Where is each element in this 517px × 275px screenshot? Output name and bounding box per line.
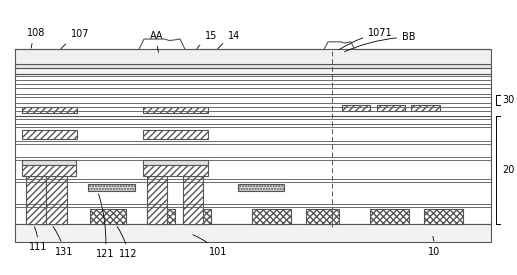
Text: 20: 20	[502, 165, 514, 175]
Bar	[183, 209, 211, 224]
Bar	[143, 165, 208, 176]
Text: 111: 111	[29, 227, 48, 252]
Bar	[16, 68, 491, 74]
Text: 107: 107	[61, 29, 89, 49]
Text: 10: 10	[429, 236, 440, 257]
Bar	[412, 105, 439, 111]
Bar	[143, 107, 208, 113]
Bar	[183, 176, 203, 224]
Bar	[238, 184, 284, 191]
Text: 30: 30	[502, 95, 514, 105]
Text: AA: AA	[150, 31, 163, 52]
Bar	[88, 184, 135, 191]
Text: 121: 121	[96, 194, 115, 259]
Bar	[370, 209, 409, 224]
Bar	[424, 209, 463, 224]
Text: 131: 131	[53, 226, 73, 257]
Bar	[22, 165, 76, 176]
Text: BB: BB	[344, 32, 416, 52]
Bar	[22, 107, 77, 113]
Text: 15: 15	[197, 31, 217, 49]
Bar	[90, 209, 126, 224]
Bar	[26, 176, 47, 224]
Text: 14: 14	[218, 31, 240, 49]
Bar	[146, 176, 167, 224]
Bar	[26, 209, 59, 224]
Bar	[143, 160, 208, 165]
Text: 1071: 1071	[339, 28, 393, 50]
Text: 112: 112	[117, 226, 138, 259]
Bar	[146, 209, 175, 224]
Bar	[16, 74, 491, 116]
Text: 108: 108	[27, 28, 45, 48]
Bar	[16, 224, 491, 242]
Bar	[16, 50, 491, 64]
Bar	[16, 64, 491, 68]
Bar	[143, 130, 208, 139]
Text: 101: 101	[193, 235, 228, 257]
Bar	[47, 176, 67, 224]
Bar	[16, 116, 491, 224]
Bar	[306, 209, 339, 224]
Bar	[22, 160, 76, 165]
Bar	[342, 105, 370, 111]
Bar	[22, 130, 77, 139]
Bar	[377, 105, 405, 111]
Bar	[252, 209, 291, 224]
